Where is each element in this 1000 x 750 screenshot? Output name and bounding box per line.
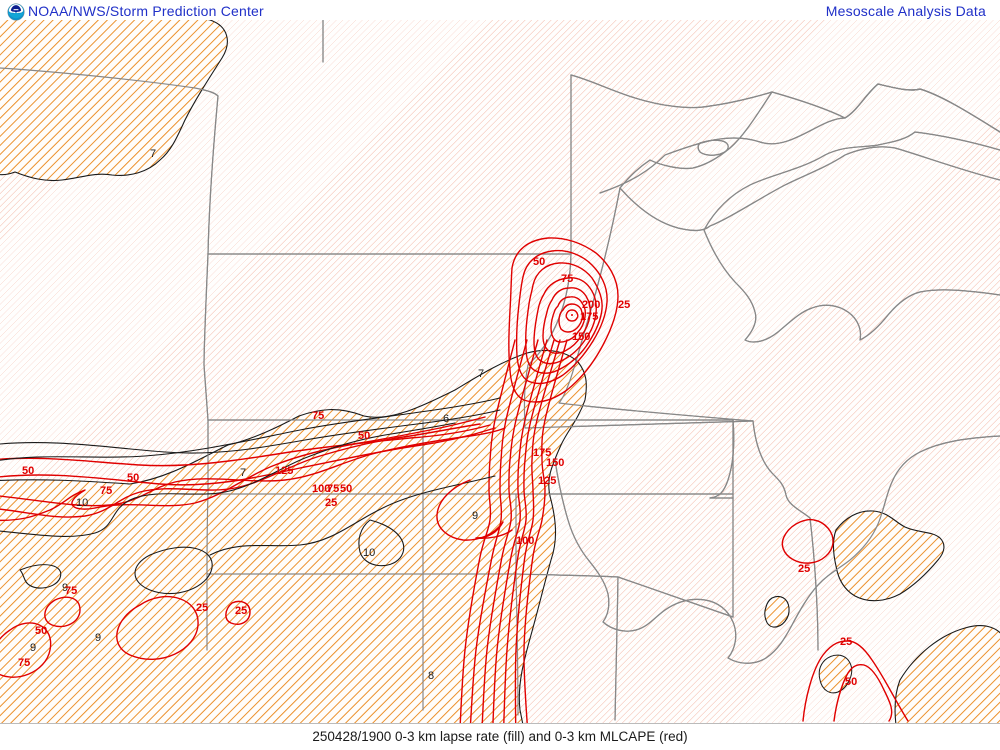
svg-text:25: 25	[798, 563, 810, 575]
svg-text:150: 150	[546, 457, 564, 469]
svg-text:75: 75	[100, 485, 112, 497]
svg-text:100: 100	[516, 535, 534, 547]
svg-text:6: 6	[443, 413, 449, 425]
svg-text:25: 25	[618, 299, 630, 311]
svg-text:9: 9	[472, 510, 478, 522]
svg-text:75: 75	[65, 585, 77, 597]
svg-text:50: 50	[127, 472, 139, 484]
svg-text:50: 50	[533, 256, 545, 268]
svg-text:25: 25	[325, 497, 337, 509]
svg-text:7: 7	[240, 467, 246, 479]
svg-text:125: 125	[275, 465, 293, 477]
svg-text:50: 50	[340, 483, 352, 495]
svg-text:75: 75	[18, 657, 30, 669]
svg-text:7: 7	[150, 148, 156, 160]
svg-text:200: 200	[582, 299, 600, 311]
svg-text:10: 10	[76, 497, 88, 509]
svg-text:75: 75	[327, 483, 339, 495]
svg-text:75: 75	[312, 410, 324, 422]
svg-text:7: 7	[478, 368, 484, 380]
svg-text:50: 50	[845, 676, 857, 688]
svg-text:25: 25	[235, 605, 247, 617]
svg-text:25: 25	[840, 636, 852, 648]
svg-text:175: 175	[580, 311, 598, 323]
svg-text:9: 9	[30, 642, 36, 654]
svg-text:75: 75	[561, 273, 573, 285]
svg-text:125: 125	[538, 475, 556, 487]
svg-text:10: 10	[363, 547, 375, 559]
svg-text:8: 8	[428, 670, 434, 682]
svg-text:50: 50	[35, 625, 47, 637]
svg-text:50: 50	[358, 430, 370, 442]
svg-text:9: 9	[95, 632, 101, 644]
svg-text:150: 150	[572, 331, 590, 343]
svg-text:25: 25	[196, 602, 208, 614]
svg-text:50: 50	[22, 465, 34, 477]
